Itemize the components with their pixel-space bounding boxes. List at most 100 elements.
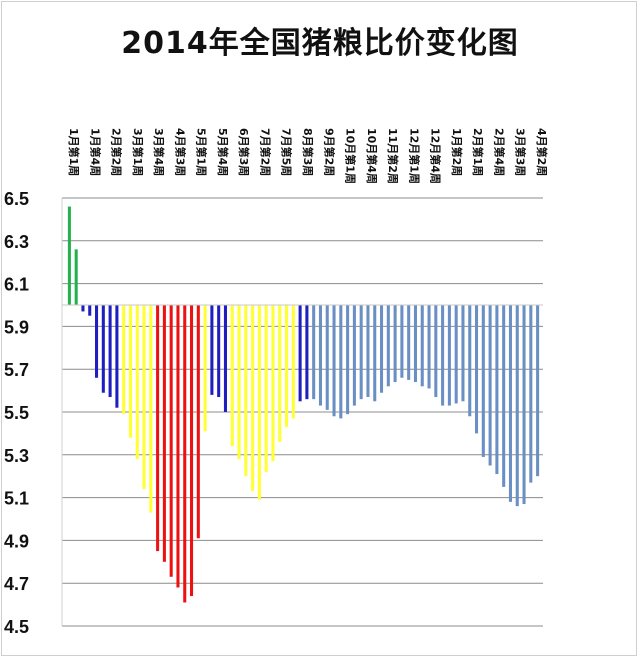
y-tick-label: 5.3 — [4, 446, 29, 466]
y-tick-label: 4.5 — [4, 617, 29, 637]
category-label: 12月第1周 — [407, 128, 421, 184]
bar — [291, 305, 295, 419]
bar — [271, 305, 275, 462]
bar — [318, 305, 322, 406]
y-axis: 6.5 6.3 6.1 5.9 5.7 5.5 5.3 5.1 4.9 4.7 4.5 — [4, 189, 29, 637]
bar — [67, 206, 71, 305]
bar — [454, 305, 458, 404]
bar — [217, 305, 221, 398]
bar — [413, 305, 417, 383]
bar — [305, 305, 309, 400]
bar — [210, 305, 214, 395]
bar — [515, 305, 519, 507]
category-label: 1月第2周 — [450, 128, 464, 176]
bar — [135, 305, 139, 460]
category-label: 1月第1周 — [67, 128, 81, 176]
category-label: 7月第5周 — [280, 128, 294, 176]
bar — [434, 305, 438, 398]
y-tick-label: 6.1 — [4, 275, 29, 295]
bar — [400, 305, 404, 378]
bar — [81, 305, 85, 312]
bar — [203, 305, 207, 432]
bar — [366, 305, 370, 398]
bar — [420, 305, 424, 387]
bar — [108, 305, 112, 398]
bar — [488, 305, 492, 466]
bar — [285, 305, 289, 427]
bar — [88, 305, 92, 316]
bar — [447, 305, 451, 406]
chart-title: 2014年全国猪粮比价变化图 — [121, 26, 519, 61]
bar — [380, 305, 384, 393]
bar — [536, 305, 540, 477]
bar — [461, 305, 465, 402]
bar — [257, 305, 261, 500]
category-label: 10月第4周 — [365, 128, 379, 184]
bar — [407, 305, 411, 380]
category-label: 12月第4周 — [429, 128, 443, 184]
bar — [95, 305, 99, 378]
bar — [475, 305, 479, 434]
bar — [101, 305, 105, 393]
bar — [346, 305, 350, 415]
bar — [495, 305, 499, 475]
bar — [393, 305, 397, 383]
bar — [427, 305, 431, 389]
bar — [359, 305, 363, 400]
bar — [529, 305, 533, 483]
bar — [223, 305, 227, 412]
bar — [156, 305, 160, 552]
bar — [122, 305, 126, 415]
bar — [522, 305, 526, 505]
bar — [325, 305, 329, 410]
bar — [264, 305, 268, 472]
bar — [298, 305, 302, 402]
category-labels: 1月第1周 1月第4周 2月第2周 3月第1周 3月第4周 4月第3周 5月第1周 5月第4周… — [67, 128, 549, 184]
category-label: 3月第1周 — [131, 128, 145, 176]
bar — [74, 249, 78, 305]
bar — [312, 305, 316, 400]
category-label: 4月第2周 — [535, 128, 549, 176]
category-label: 11月第2周 — [386, 128, 400, 184]
bar — [176, 305, 180, 588]
bar — [441, 305, 445, 406]
bar — [142, 305, 146, 490]
category-label: 3月第3周 — [514, 128, 528, 176]
bar — [468, 305, 472, 417]
bar — [508, 305, 512, 502]
bar — [373, 305, 377, 402]
y-tick-label: 5.7 — [4, 360, 29, 380]
bar — [278, 305, 282, 442]
bar — [481, 305, 485, 457]
y-tick-label: 6.5 — [4, 189, 29, 209]
bar — [352, 305, 356, 406]
category-label: 5月第4周 — [216, 128, 230, 176]
category-label: 2月第1周 — [471, 128, 485, 176]
category-label: 8月第3周 — [301, 128, 315, 176]
y-tick-label: 5.5 — [4, 403, 29, 423]
bar — [386, 305, 390, 387]
bar — [149, 305, 153, 513]
bar — [332, 305, 336, 417]
bar — [244, 305, 248, 477]
bar — [502, 305, 506, 487]
category-label: 4月第3周 — [173, 128, 187, 176]
bar — [251, 305, 255, 492]
bar — [162, 305, 166, 562]
bar — [128, 305, 132, 438]
y-tick-label: 5.9 — [4, 317, 29, 337]
category-label: 2月第2周 — [110, 128, 124, 176]
bar — [230, 305, 234, 447]
y-tick-label: 6.3 — [4, 232, 29, 252]
bar — [183, 305, 187, 603]
y-tick-label: 5.1 — [4, 489, 29, 509]
y-tick-label: 4.9 — [4, 531, 29, 551]
bar — [115, 305, 119, 408]
category-label: 6月第3周 — [237, 128, 251, 176]
bars — [62, 206, 543, 603]
category-label: 1月第4周 — [88, 128, 102, 176]
y-tick-label: 4.7 — [4, 574, 29, 594]
category-label: 7月第2周 — [259, 128, 273, 176]
